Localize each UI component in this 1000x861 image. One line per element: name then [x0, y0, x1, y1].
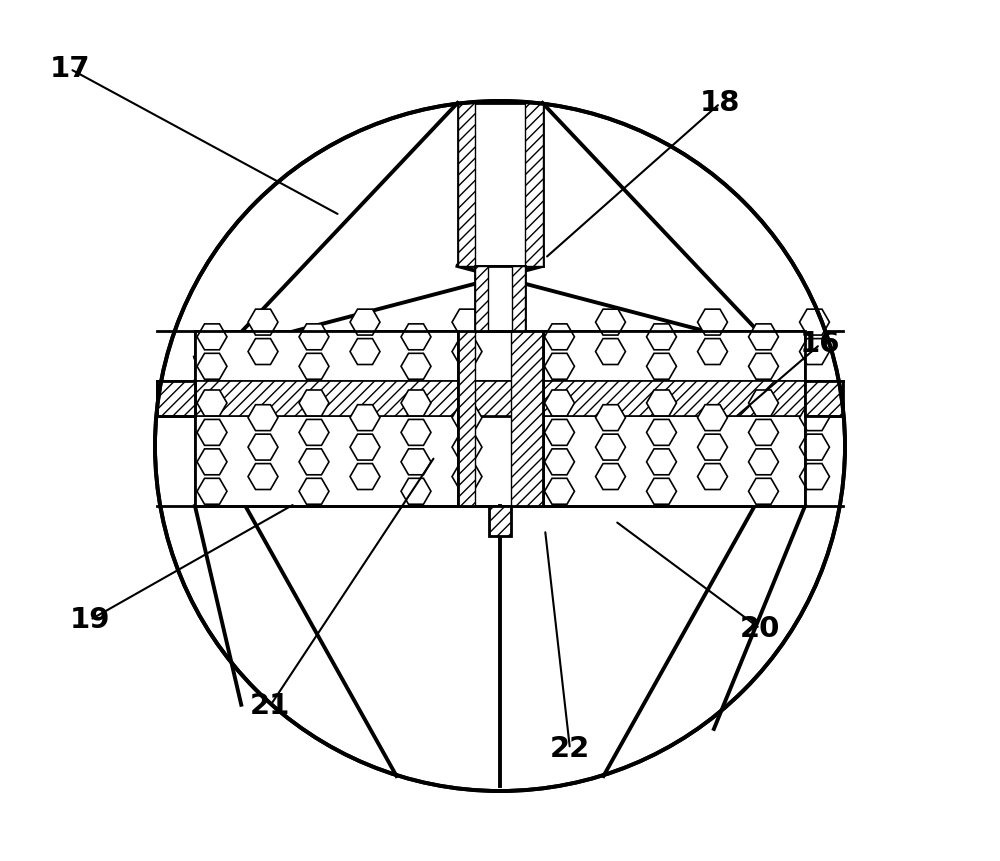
Bar [157, 381, 843, 416]
Bar [195, 416, 458, 506]
Bar [512, 266, 525, 331]
Bar [157, 381, 195, 416]
Bar [157, 381, 195, 416]
Bar [458, 331, 475, 506]
Bar [542, 331, 805, 506]
Bar [489, 506, 511, 536]
Bar [525, 103, 542, 266]
Bar [195, 331, 458, 381]
Text: 21: 21 [250, 692, 290, 720]
Bar [805, 381, 843, 416]
Bar [805, 381, 843, 416]
Bar [475, 266, 525, 331]
Text: 20: 20 [740, 615, 780, 642]
Bar [511, 331, 542, 506]
Bar [489, 506, 511, 536]
Bar [475, 266, 488, 331]
Bar [195, 331, 458, 506]
Bar [458, 331, 542, 506]
Bar [458, 103, 542, 266]
Bar [542, 331, 805, 381]
Text: 17: 17 [50, 55, 90, 83]
Text: 16: 16 [800, 331, 840, 358]
Text: 19: 19 [70, 606, 110, 634]
Bar [542, 416, 805, 506]
Text: 22: 22 [550, 735, 590, 763]
Bar [458, 103, 475, 266]
Text: 18: 18 [700, 90, 740, 117]
